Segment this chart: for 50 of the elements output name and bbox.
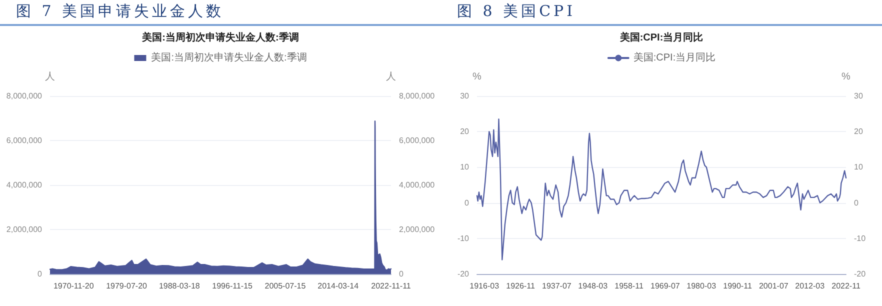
x-tick-label: 1916-03 xyxy=(470,282,500,290)
y-tick-label: 30 xyxy=(460,92,470,100)
y2-tick-label: 2,000,000 xyxy=(399,225,436,234)
x-tick-label: 1990-11 xyxy=(723,282,752,290)
x-tick-label: 1970-11-20 xyxy=(53,282,94,290)
legend-label: 美国:CPI:当月同比 xyxy=(633,52,716,64)
y2-axis-title: 人 xyxy=(386,72,396,82)
y-tick-label: 6,000,000 xyxy=(6,136,43,145)
y2-tick-label: 8,000,000 xyxy=(399,92,436,100)
x-tick-label: 1988-03-18 xyxy=(158,282,200,290)
x-tick-label: 1979-07-20 xyxy=(106,282,148,290)
y-axis-title: % xyxy=(472,72,482,82)
y-tick-label: 4,000,000 xyxy=(6,180,43,190)
y2-tick-label: -10 xyxy=(854,234,866,243)
x-tick-label: 1969-07 xyxy=(650,282,680,290)
x-tick-label: 1958-11 xyxy=(614,282,644,290)
x-tick-label: 1926-11 xyxy=(506,282,536,290)
y2-tick-label: 0 xyxy=(854,198,859,208)
y2-tick-label: 30 xyxy=(854,92,864,100)
y-tick-label: 8,000,000 xyxy=(6,92,43,100)
y2-tick-label: 4,000,000 xyxy=(399,180,436,190)
y2-axis-title: % xyxy=(842,72,851,82)
x-tick-label: 1996-11-15 xyxy=(212,282,254,290)
y2-tick-label: -20 xyxy=(854,270,866,278)
chart-title: 图 7 美国申请失业金人数 xyxy=(0,0,441,26)
x-tick-label: 2022-11 xyxy=(832,282,861,290)
y2-tick-label: 10 xyxy=(854,162,864,172)
y-tick-label: 10 xyxy=(460,162,470,172)
y-tick-label: 20 xyxy=(460,127,470,136)
y2-tick-label: 6,000,000 xyxy=(399,136,436,145)
x-tick-label: 2022-11-11 xyxy=(371,282,412,290)
chart-subtitle: 美国:CPI:当月同比 xyxy=(618,32,704,44)
x-tick-label: 2001-07 xyxy=(758,282,789,290)
y2-tick-label: 20 xyxy=(854,127,864,136)
y-axis-title: 人 xyxy=(45,72,55,82)
legend-label: 美国:当周初次申请失业金人数:季调 xyxy=(151,52,307,64)
y-tick-label: -10 xyxy=(457,234,470,243)
x-tick-label: 2012-03 xyxy=(795,282,826,290)
x-tick-label: 1980-03 xyxy=(686,282,717,290)
y-tick-label: 2,000,000 xyxy=(6,225,43,234)
y2-tick-label: 0 xyxy=(399,270,404,278)
y-tick-label: -20 xyxy=(457,270,470,278)
y-tick-label: 0 xyxy=(38,270,43,278)
x-tick-label: 2014-03-14 xyxy=(318,282,360,290)
x-tick-label: 1937-07 xyxy=(542,282,572,290)
chart-subtitle: 美国:当周初次申请失业金人数:季调 xyxy=(141,32,299,44)
chart-title: 图 8 美国CPI xyxy=(441,0,882,26)
x-tick-label: 1948-03 xyxy=(578,282,608,290)
x-tick-label: 2005-07-15 xyxy=(264,282,306,290)
y-tick-label: 0 xyxy=(464,198,470,208)
